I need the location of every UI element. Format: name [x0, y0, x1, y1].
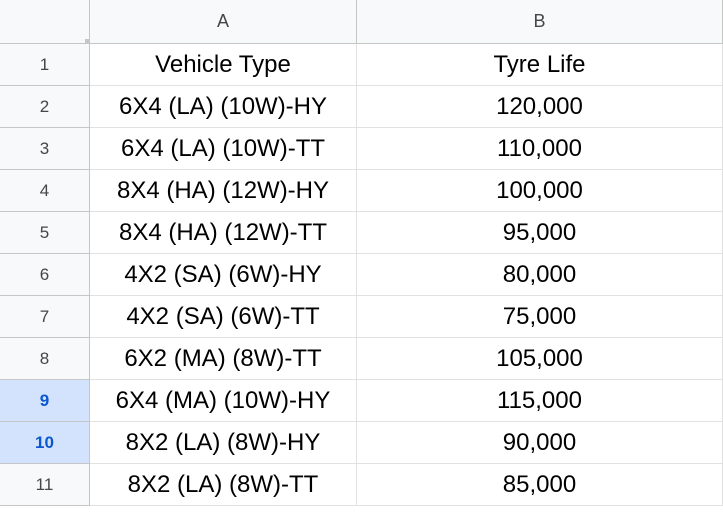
- row-header-selected[interactable]: 9: [0, 380, 90, 422]
- column-header-b[interactable]: B: [357, 0, 723, 44]
- table-row: 2 6X4 (LA) (10W)-HY 120,000: [0, 86, 723, 128]
- row-header[interactable]: 4: [0, 170, 90, 212]
- cell-a8[interactable]: 6X2 (MA) (8W)-TT: [90, 338, 357, 380]
- cell-b10[interactable]: 90,000: [357, 422, 723, 464]
- cell-b4[interactable]: 100,000: [357, 170, 723, 212]
- cell-b3[interactable]: 110,000: [357, 128, 723, 170]
- cell-a5[interactable]: 8X4 (HA) (12W)-TT: [90, 212, 357, 254]
- cell-a4[interactable]: 8X4 (HA) (12W)-HY: [90, 170, 357, 212]
- table-row: 1 Vehicle Type Tyre Life: [0, 44, 723, 86]
- cell-a11[interactable]: 8X2 (LA) (8W)-TT: [90, 464, 357, 506]
- table-row: 5 8X4 (HA) (12W)-TT 95,000: [0, 212, 723, 254]
- table-row: 11 8X2 (LA) (8W)-TT 85,000: [0, 464, 723, 506]
- select-all-corner[interactable]: [0, 0, 90, 44]
- table-row: 7 4X2 (SA) (6W)-TT 75,000: [0, 296, 723, 338]
- cell-b11[interactable]: 85,000: [357, 464, 723, 506]
- table-row: 6 4X2 (SA) (6W)-HY 80,000: [0, 254, 723, 296]
- cell-a3[interactable]: 6X4 (LA) (10W)-TT: [90, 128, 357, 170]
- row-header[interactable]: 2: [0, 86, 90, 128]
- cell-b5[interactable]: 95,000: [357, 212, 723, 254]
- table-row: 3 6X4 (LA) (10W)-TT 110,000: [0, 128, 723, 170]
- table-row: 10 8X2 (LA) (8W)-HY 90,000: [0, 422, 723, 464]
- row-header[interactable]: 1: [0, 44, 90, 86]
- row-header[interactable]: 7: [0, 296, 90, 338]
- row-header-selected[interactable]: 10: [0, 422, 90, 464]
- column-header-a[interactable]: A: [90, 0, 357, 44]
- cell-a9[interactable]: 6X4 (MA) (10W)-HY: [90, 380, 357, 422]
- table-row: 9 6X4 (MA) (10W)-HY 115,000: [0, 380, 723, 422]
- cell-b2[interactable]: 120,000: [357, 86, 723, 128]
- row-header[interactable]: 8: [0, 338, 90, 380]
- cell-b9[interactable]: 115,000: [357, 380, 723, 422]
- cell-a2[interactable]: 6X4 (LA) (10W)-HY: [90, 86, 357, 128]
- cell-b8[interactable]: 105,000: [357, 338, 723, 380]
- cell-a7[interactable]: 4X2 (SA) (6W)-TT: [90, 296, 357, 338]
- row-header[interactable]: 6: [0, 254, 90, 296]
- row-header[interactable]: 11: [0, 464, 90, 506]
- cell-b7[interactable]: 75,000: [357, 296, 723, 338]
- table-row: 8 6X2 (MA) (8W)-TT 105,000: [0, 338, 723, 380]
- cell-a1[interactable]: Vehicle Type: [90, 44, 357, 86]
- row-header[interactable]: 3: [0, 128, 90, 170]
- cell-a6[interactable]: 4X2 (SA) (6W)-HY: [90, 254, 357, 296]
- cell-a10[interactable]: 8X2 (LA) (8W)-HY: [90, 422, 357, 464]
- row-header[interactable]: 5: [0, 212, 90, 254]
- cell-b1[interactable]: Tyre Life: [357, 44, 723, 86]
- table-row: 4 8X4 (HA) (12W)-HY 100,000: [0, 170, 723, 212]
- cell-b6[interactable]: 80,000: [357, 254, 723, 296]
